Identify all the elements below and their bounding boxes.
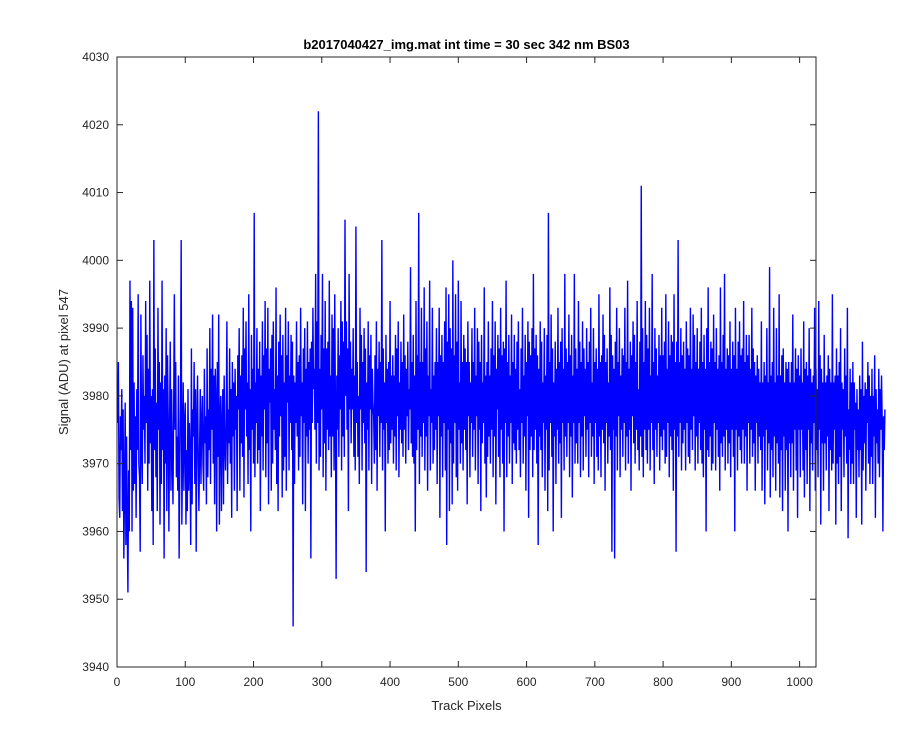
series-layer (116, 111, 886, 627)
x-axis-label: Track Pixels (431, 698, 502, 713)
y-tick-label: 4000 (82, 253, 109, 267)
x-tick-label: 100 (175, 675, 195, 689)
x-tick-label: 300 (312, 675, 332, 689)
x-axis: 0 100 200 300 400 500 600 700 800 900 1000 (114, 57, 813, 689)
y-tick-label: 4030 (82, 50, 109, 64)
y-axis-label: Signal (ADU) at pixel 547 (56, 289, 71, 435)
x-tick-label: 500 (448, 675, 468, 689)
series-line-0 (116, 111, 886, 627)
x-tick-label: 600 (517, 675, 537, 689)
x-tick-label: 900 (721, 675, 741, 689)
axes-box (116, 56, 817, 668)
x-tick-label: 0 (114, 675, 121, 689)
y-tick-label: 4010 (82, 186, 109, 200)
y-tick-label: 3970 (82, 457, 109, 471)
y-tick-label: 3960 (82, 524, 109, 538)
y-tick-label: 4020 (82, 118, 109, 132)
y-tick-label: 3990 (82, 321, 109, 335)
x-tick-label: 200 (244, 675, 264, 689)
y-axis: 3940 3950 3960 3970 3980 3990 4000 4010 4020 4030 (82, 50, 816, 674)
chart-title: b2017040427_img.mat int time = 30 sec 34… (303, 37, 629, 52)
y-tick-label: 3940 (82, 660, 109, 674)
x-tick-label: 400 (380, 675, 400, 689)
y-tick-label: 3980 (82, 389, 109, 403)
y-tick-label: 3950 (82, 592, 109, 606)
x-tick-label: 700 (585, 675, 605, 689)
x-tick-label: 1000 (786, 675, 813, 689)
x-tick-label: 800 (653, 675, 673, 689)
